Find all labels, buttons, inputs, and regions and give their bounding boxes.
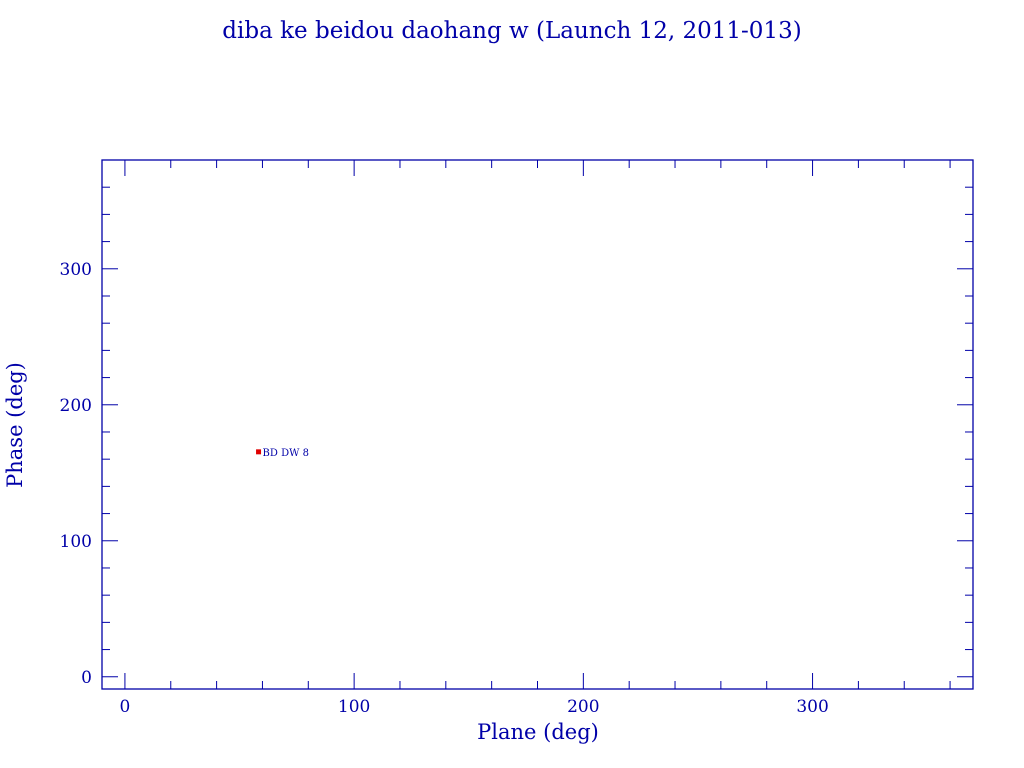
point-label: BD DW 8 bbox=[263, 448, 309, 459]
y-axis-label: Phase (deg) bbox=[3, 362, 27, 488]
x-axis-label: Plane (deg) bbox=[477, 720, 599, 744]
ticks: 0 100 200 300 0 100 200 300 bbox=[60, 159, 973, 717]
x-tick-label: 200 bbox=[567, 697, 599, 717]
points: BD DW 8 bbox=[256, 448, 309, 459]
y-tick-label: 0 bbox=[81, 668, 92, 688]
y-tick-label: 100 bbox=[60, 532, 92, 552]
data-point bbox=[256, 449, 262, 455]
x-tick-label: 0 bbox=[120, 697, 131, 717]
chart-title: diba ke beidou daohang w (Launch 12, 201… bbox=[222, 18, 801, 44]
plot-frame bbox=[101, 159, 974, 690]
x-tick-label: 300 bbox=[796, 697, 828, 717]
x-tick-label: 100 bbox=[338, 697, 370, 717]
y-tick-label: 300 bbox=[60, 260, 92, 280]
y-tick-label: 200 bbox=[60, 396, 92, 416]
